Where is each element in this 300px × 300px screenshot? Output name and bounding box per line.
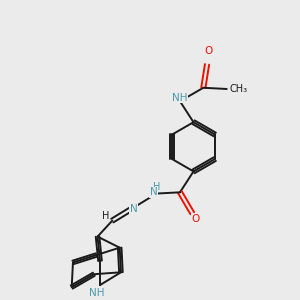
- Text: NH: NH: [172, 93, 188, 103]
- Text: N: N: [150, 187, 158, 197]
- Text: H: H: [153, 182, 160, 192]
- Text: O: O: [205, 46, 213, 56]
- Text: O: O: [191, 214, 200, 224]
- Text: N: N: [130, 204, 138, 214]
- Text: CH₃: CH₃: [229, 84, 247, 94]
- Text: NH: NH: [89, 288, 105, 298]
- Text: H: H: [102, 211, 110, 221]
